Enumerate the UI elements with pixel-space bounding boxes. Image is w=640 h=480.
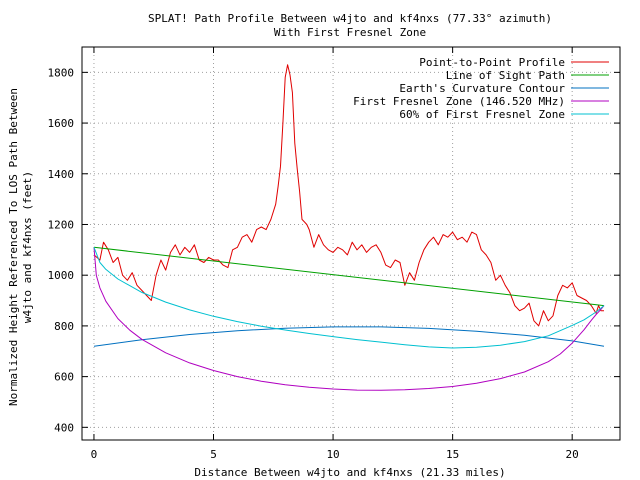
series-line: [93, 246, 605, 307]
y-tick-label: 1400: [48, 168, 75, 181]
x-tick-label: 10: [326, 448, 339, 461]
y-tick-label: 1800: [48, 66, 75, 79]
x-tick-label: 5: [210, 448, 217, 461]
y-tick-label: 800: [54, 320, 74, 333]
series-lines: [93, 64, 605, 391]
series-line: [93, 247, 605, 349]
legend-label: 60% of First Fresnel Zone: [399, 108, 565, 121]
axis-ticks: 0 5 10 15 20 400 600 800 1000 1200 1400 1600 1800: [48, 47, 620, 461]
y-axis-label-line1: Normalized Height Referenced To LOS Path…: [7, 88, 20, 406]
chart-subtitle: With First Fresnel Zone: [274, 26, 426, 39]
series-line: [93, 64, 604, 327]
y-tick-label: 1600: [48, 117, 75, 130]
legend-label: Line of Sight Path: [446, 69, 565, 82]
x-tick-label: 15: [446, 448, 459, 461]
legend-label: Earth's Curvature Contour: [399, 82, 565, 95]
y-tick-label: 1000: [48, 269, 75, 282]
gridlines: [82, 47, 620, 440]
chart-title: SPLAT! Path Profile Between w4jto and kf…: [148, 12, 552, 25]
y-tick-label: 600: [54, 371, 74, 384]
series-line: [93, 326, 605, 347]
plot-frame: [81, 46, 621, 441]
x-tick-label: 20: [566, 448, 579, 461]
y-tick-label: 1200: [48, 218, 75, 231]
legend-label: First Fresnel Zone (146.520 MHz): [353, 95, 565, 108]
legend-label: Point-to-Point Profile: [419, 56, 565, 69]
y-tick-label: 400: [54, 421, 74, 434]
x-tick-label: 0: [91, 448, 98, 461]
series-line: [93, 247, 605, 391]
x-axis-label: Distance Between w4jto and kf4nxs (21.33…: [194, 466, 505, 479]
y-axis-label-line2: w4jto and kf4nxs (feet): [21, 171, 34, 323]
